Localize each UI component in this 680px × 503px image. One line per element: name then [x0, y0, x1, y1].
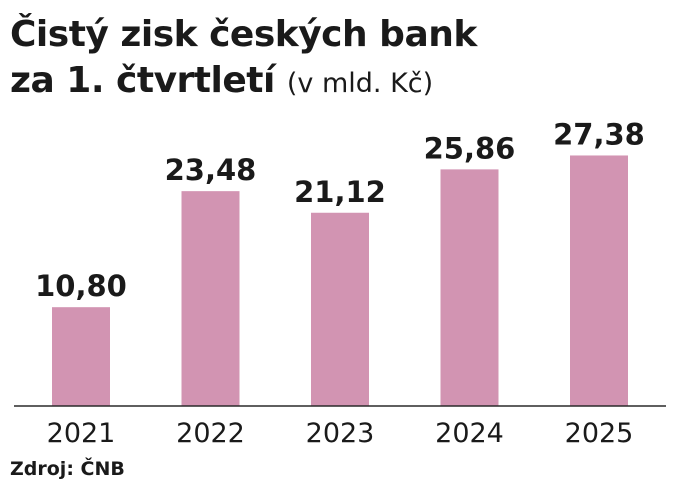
x-tick-label-2024: 2024	[435, 418, 504, 449]
bar-2023	[311, 212, 369, 406]
title-line-1: Čistý zisk českých bank	[10, 14, 477, 55]
x-tick-label-2023: 2023	[306, 418, 375, 449]
bar-2024	[440, 169, 499, 406]
x-tick-label-2025: 2025	[565, 418, 634, 449]
x-tick-label-2022: 2022	[176, 418, 245, 449]
value-label-2024: 25,86	[424, 131, 516, 165]
bar-2021	[52, 307, 110, 406]
chart-title: Čistý zisk českých bank za 1. čtvrtletí …	[10, 12, 477, 107]
value-label-2021: 10,80	[35, 269, 127, 303]
value-label-2023: 21,12	[294, 175, 386, 209]
bar-chart: 10,80 2021 23,48 2022 21,12 2023 25,86 2024 27,3…	[14, 117, 666, 449]
bar-2022	[181, 191, 240, 406]
x-tick-label-2021: 2021	[47, 418, 116, 449]
value-label-2025: 27,38	[553, 117, 645, 151]
bar-2025	[570, 155, 628, 406]
title-line-2: za 1. čtvrtletí	[10, 60, 275, 101]
source-note: Zdroj: ČNB	[10, 458, 125, 480]
unit-label: (v mld. Kč)	[286, 68, 434, 99]
value-label-2022: 23,48	[165, 153, 257, 187]
